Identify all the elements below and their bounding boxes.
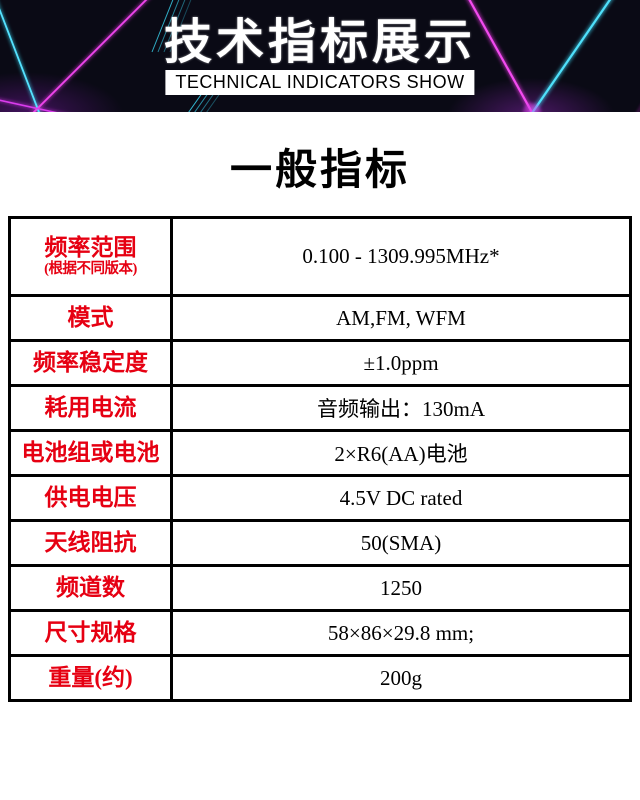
spec-value: 2×R6(AA)电池 <box>170 429 632 477</box>
spec-value: ±1.0ppm <box>170 339 632 387</box>
header-banner: 技术指标展示 TECHNICAL INDICATORS SHOW <box>0 0 640 112</box>
spec-label-subtext: (根据不同版本) <box>44 261 137 278</box>
spec-label: 供电电压 <box>8 474 173 522</box>
table-row: 频率范围 (根据不同版本) 0.100 - 1309.995MHz* <box>8 216 632 297</box>
table-row: 重量(约) 200g <box>8 654 632 702</box>
table-row: 耗用电流 音频输出：130mA <box>8 384 632 432</box>
spec-label: 天线阻抗 <box>8 519 173 567</box>
spec-label-text: 频率范围 <box>44 234 137 260</box>
spec-value: 58×86×29.8 mm; <box>170 609 632 657</box>
spec-value: 1250 <box>170 564 632 612</box>
table-row: 尺寸规格 58×86×29.8 mm; <box>8 609 632 657</box>
page-title: 技术指标展示 <box>163 16 476 69</box>
table-row: 频道数 1250 <box>8 564 632 612</box>
spec-value: 0.100 - 1309.995MHz* <box>170 216 632 297</box>
table-row: 电池组或电池 2×R6(AA)电池 <box>8 429 632 477</box>
spec-label: 频率范围 (根据不同版本) <box>8 216 173 297</box>
spec-table: 频率范围 (根据不同版本) 0.100 - 1309.995MHz* 模式 AM… <box>8 216 632 702</box>
spec-label: 重量(约) <box>8 654 173 702</box>
spec-label: 频道数 <box>8 564 173 612</box>
table-row: 天线阻抗 50(SMA) <box>8 519 632 567</box>
section-title: 一般指标 <box>229 148 410 194</box>
spec-label: 电池组或电池 <box>8 429 173 477</box>
table-row: 频率稳定度 ±1.0ppm <box>8 339 632 387</box>
spec-value: 200g <box>170 654 632 702</box>
spec-label: 频率稳定度 <box>8 339 173 387</box>
table-row: 供电电压 4.5V DC rated <box>8 474 632 522</box>
spec-label: 耗用电流 <box>8 384 173 432</box>
spec-value: AM,FM, WFM <box>170 294 632 342</box>
spec-value: 4.5V DC rated <box>170 474 632 522</box>
spec-value: 50(SMA) <box>170 519 632 567</box>
spec-label: 模式 <box>8 294 173 342</box>
spec-value: 音频输出：130mA <box>170 384 632 432</box>
table-row: 模式 AM,FM, WFM <box>8 294 632 342</box>
page-subtitle-banner: TECHNICAL INDICATORS SHOW <box>165 70 475 95</box>
spec-label: 尺寸规格 <box>8 609 173 657</box>
